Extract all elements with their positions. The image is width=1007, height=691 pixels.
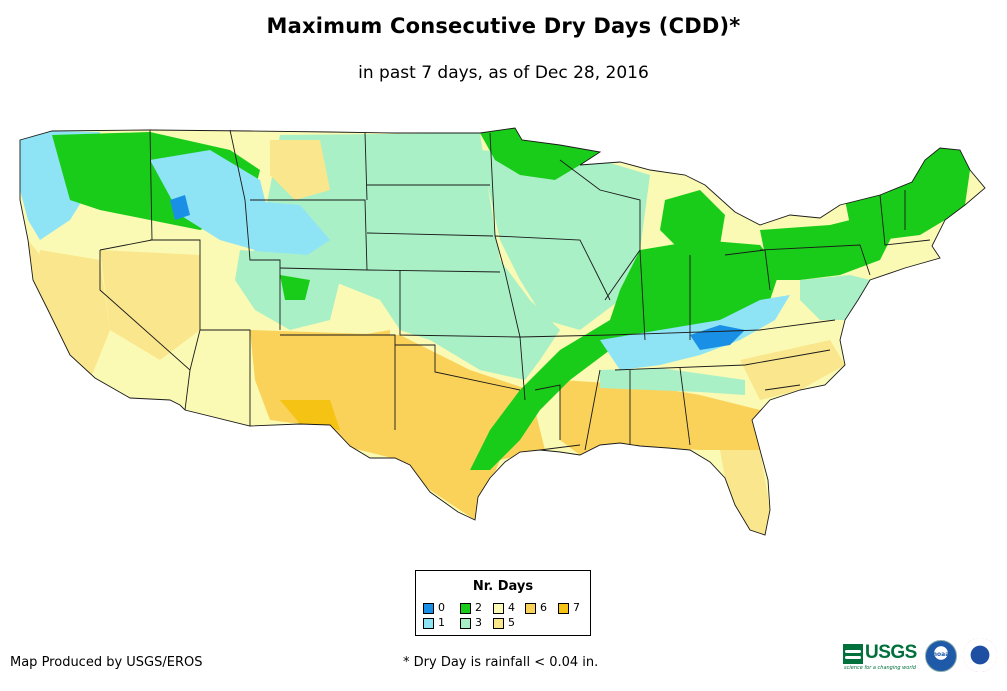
legend-swatch [558, 603, 569, 614]
agency-logos: USGS science for a changing world noaa [843, 638, 1003, 678]
dry-day-footnote: * Dry Day is rainfall < 0.04 in. [403, 655, 599, 670]
cdd-map [19, 127, 986, 536]
legend-swatch [493, 603, 504, 614]
nws-emblem-icon[interactable] [963, 638, 997, 672]
legend-label: 4 [508, 601, 515, 614]
map-subtitle: in past 7 days, as of Dec 28, 2016 [358, 63, 649, 83]
legend-label: 0 [438, 601, 445, 614]
legend-label: 1 [438, 616, 445, 629]
legend-label: 5 [508, 616, 515, 629]
usgs-wave-icon [843, 644, 863, 664]
usgs-logo[interactable]: USGS science for a changing world [843, 642, 919, 671]
legend-label: 2 [475, 601, 482, 614]
usgs-tagline: science for a changing world [844, 665, 916, 671]
legend-swatch [493, 618, 504, 629]
legend-label: 6 [540, 601, 547, 614]
legend-swatch [525, 603, 536, 614]
noaa-logo-text: noaa [932, 651, 950, 658]
legend-label: 3 [475, 616, 482, 629]
legend-label: 7 [573, 601, 580, 614]
legend-title: Nr. Days [472, 579, 534, 594]
legend-swatch [423, 618, 434, 629]
map-credit: Map Produced by USGS/EROS [10, 655, 203, 670]
map-title: Maximum Consecutive Dry Days (CDD)* [266, 14, 741, 38]
noaa-logo[interactable]: noaa [925, 640, 957, 672]
legend-swatch [460, 618, 471, 629]
legend-swatch [460, 603, 471, 614]
usgs-logo-text: USGS [865, 642, 917, 663]
legend-swatch [423, 603, 434, 614]
